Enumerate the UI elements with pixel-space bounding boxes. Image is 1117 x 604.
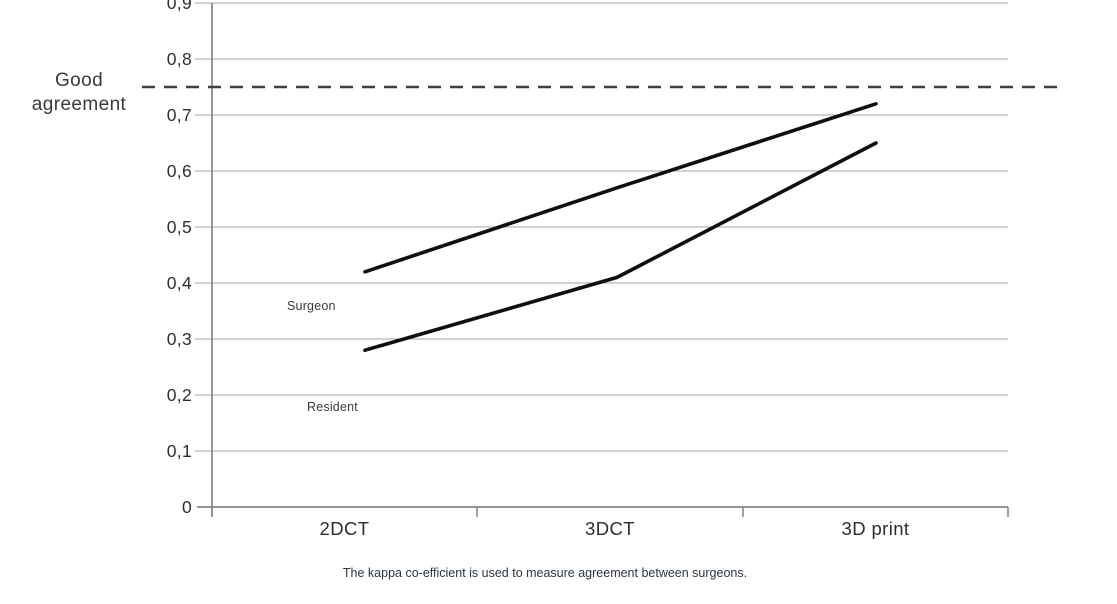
good-agreement-annotation: Good agreement: [14, 69, 144, 117]
y-tick-label: 0,1: [166, 441, 192, 461]
y-tick-label: 0,8: [166, 49, 192, 69]
y-tick-label: 0,5: [166, 217, 192, 237]
x-category-label: 3DCT: [585, 518, 635, 539]
series-line-surgeon: [363, 102, 878, 274]
y-tick-label: 0,3: [166, 329, 192, 349]
good-agreement-annotation-line1: Good: [54, 70, 104, 91]
x-category-label: 2DCT: [319, 518, 370, 539]
series-line-resident: [363, 141, 878, 353]
y-tick-label: 0,7: [166, 105, 192, 125]
y-tick-label: 0,4: [166, 273, 192, 293]
good-agreement-annotation-line2: agreement: [31, 94, 127, 115]
y-tick-label: 0,2: [166, 385, 192, 405]
series-label-resident: Resident: [307, 400, 358, 414]
figure-caption: The kappa co-efficient is used to measur…: [342, 566, 748, 580]
x-category-label: 3D print: [841, 518, 910, 539]
y-tick-label: 0,6: [166, 161, 192, 181]
y-tick-label: 0,9: [166, 0, 192, 13]
series-label-surgeon: Surgeon: [287, 299, 336, 313]
y-tick-label: 0: [181, 497, 192, 517]
